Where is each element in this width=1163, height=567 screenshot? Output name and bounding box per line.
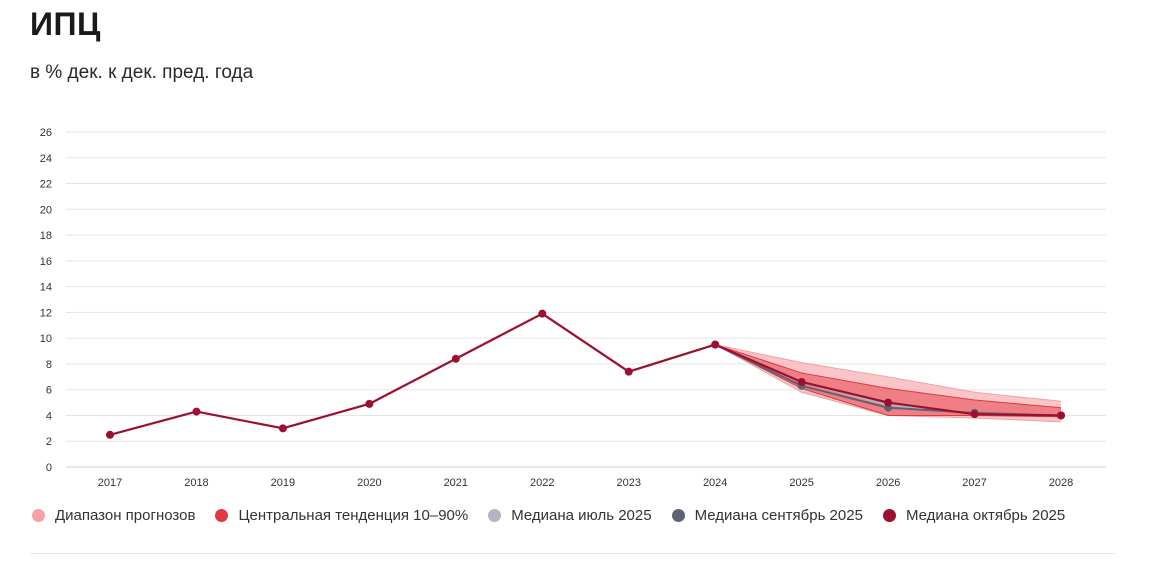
series-line-october xyxy=(109,312,1062,436)
point-october-2022 xyxy=(538,309,547,318)
point-october-2028 xyxy=(1057,411,1065,420)
y-tick-label: 18 xyxy=(40,230,52,242)
legend-label: Центральная тенденция 10–90% xyxy=(238,507,469,524)
y-tick-label: 8 xyxy=(46,359,52,371)
point-october-2018 xyxy=(192,407,201,416)
legend-item-central[interactable]: Центральная тенденция 10–90% xyxy=(215,507,468,524)
point-october-2019 xyxy=(278,424,287,433)
point-october-2027 xyxy=(970,410,979,419)
band-central-upper xyxy=(715,344,1062,409)
legend-label: Медиана октябрь 2025 xyxy=(905,507,1066,524)
chart-legend: Диапазон прогнозов Центральная тенденция … xyxy=(32,507,1085,524)
legend-item-range[interactable]: Диапазон прогнозов xyxy=(32,507,195,524)
point-october-2017 xyxy=(106,430,114,439)
legend-item-july[interactable]: Медиана июль 2025 xyxy=(488,507,652,524)
legend-item-october[interactable]: Медиана октябрь 2025 xyxy=(882,507,1066,524)
page-title: ИПЦ xyxy=(30,6,101,42)
y-tick-label: 0 xyxy=(46,462,52,474)
chart-subtitle: в % дек. к дек. пред. года xyxy=(30,62,254,83)
y-tick-label: 20 xyxy=(40,204,52,216)
legend-dot-september xyxy=(671,509,685,522)
point-october-2024 xyxy=(711,340,720,349)
y-tick-label: 16 xyxy=(40,256,52,268)
point-october-2023 xyxy=(624,367,633,376)
divider xyxy=(30,553,1115,554)
band-central-lower xyxy=(714,344,1062,418)
x-tick-label: 2020 xyxy=(357,477,381,489)
x-tick-label: 2026 xyxy=(876,477,900,489)
x-tick-label: 2024 xyxy=(703,477,727,489)
point-october-2025 xyxy=(797,377,806,386)
y-tick-label: 12 xyxy=(40,307,52,319)
legend-label: Медиана сентябрь 2025 xyxy=(694,507,863,524)
legend-item-september[interactable]: Медиана сентябрь 2025 xyxy=(671,507,863,524)
y-tick-label: 4 xyxy=(46,410,52,422)
legend-label: Диапазон прогнозов xyxy=(55,507,196,524)
x-tick-label: 2017 xyxy=(98,477,122,489)
x-tick-label: 2022 xyxy=(530,477,554,489)
x-tick-label: 2025 xyxy=(789,477,813,489)
grid-layer xyxy=(66,131,1106,468)
y-tick-label: 24 xyxy=(40,153,52,165)
x-tick-label: 2028 xyxy=(1049,477,1073,489)
x-tick-label: 2023 xyxy=(616,477,640,489)
x-tick-label: 2019 xyxy=(271,477,295,489)
point-october-2020 xyxy=(365,399,374,408)
y-tick-label: 14 xyxy=(40,282,52,294)
x-tick-label: 2018 xyxy=(184,477,208,489)
y-tick-label: 6 xyxy=(46,385,52,397)
y-tick-label: 10 xyxy=(40,333,52,345)
legend-dot-range xyxy=(32,509,45,522)
y-tick-label: 26 xyxy=(40,127,52,139)
point-layer xyxy=(106,309,1065,439)
band-range-upper xyxy=(715,344,1062,402)
legend-dot-july xyxy=(488,509,502,522)
x-tick-label: 2021 xyxy=(444,477,468,489)
y-tick-label: 2 xyxy=(46,436,52,448)
point-october-2026 xyxy=(884,398,893,407)
x-tick-label: 2027 xyxy=(962,477,986,489)
legend-label: Медиана июль 2025 xyxy=(511,507,652,524)
y-tick-label: 22 xyxy=(40,179,52,191)
legend-dot-october xyxy=(882,509,896,522)
legend-dot-central xyxy=(215,509,229,522)
point-october-2021 xyxy=(451,354,460,363)
